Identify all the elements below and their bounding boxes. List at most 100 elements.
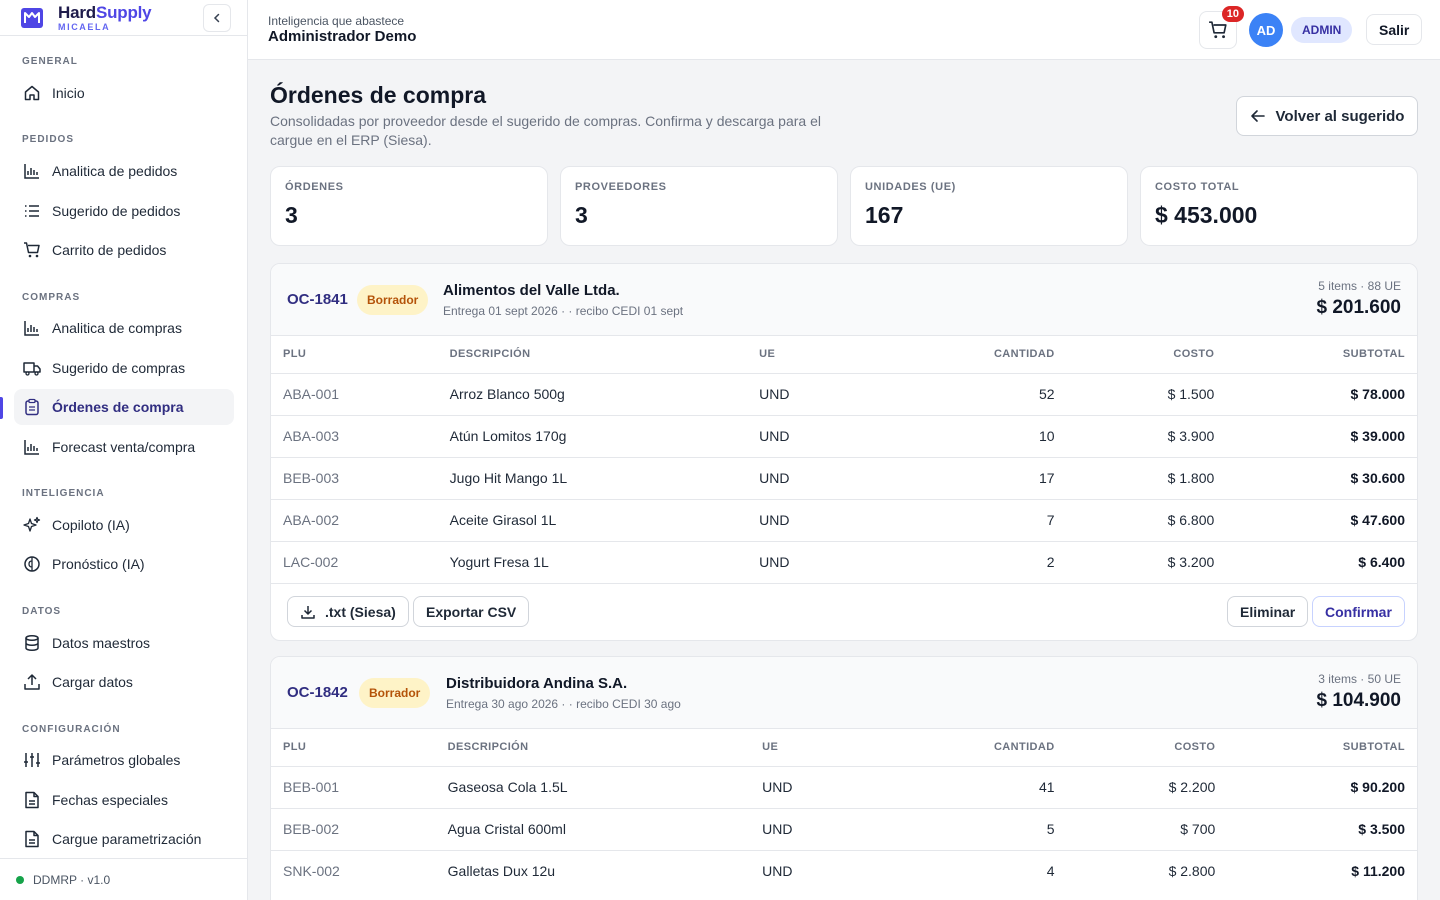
hardsupply-logo-icon bbox=[21, 8, 43, 28]
sidebar-item-cargue-parametrizacion[interactable]: Cargue parametrización bbox=[14, 821, 234, 857]
cell-cost: $ 2.800 bbox=[1168, 863, 1216, 880]
sidebar-item-label: Copiloto (IA) bbox=[52, 517, 130, 533]
column-header[interactable]: COSTO bbox=[1054, 729, 1216, 767]
order-summary: 5 items · 88 UE bbox=[1318, 279, 1401, 293]
truck-icon bbox=[22, 358, 42, 378]
cell-unit: UND bbox=[759, 415, 869, 458]
sidebar-item-fechas-especiales[interactable]: Fechas especiales bbox=[14, 782, 234, 818]
download-txt-button[interactable]: .txt (Siesa) bbox=[287, 596, 409, 627]
order-id[interactable]: OC-1841 bbox=[287, 291, 348, 308]
sidebar-item-cargar-datos[interactable]: Cargar datos bbox=[14, 664, 234, 700]
order-total: $ 104.900 bbox=[1316, 690, 1401, 711]
sidebar-item-pronostico[interactable]: Pronóstico (IA) bbox=[14, 546, 234, 582]
order-summary: 3 items · 50 UE bbox=[1318, 672, 1401, 686]
column-header[interactable]: CANTIDAD bbox=[871, 729, 1055, 767]
sidebar-item-inicio[interactable]: Inicio bbox=[14, 75, 234, 111]
sidebar-item-sugerido-pedidos[interactable]: Sugerido de pedidos bbox=[14, 193, 234, 229]
table-row: ABA-001 Arroz Blanco 500g UND 52 $ 1.500… bbox=[271, 373, 1417, 416]
table-header-row: PLU DESCRIPCIÓN UE CANTIDAD COSTO SUBTOT… bbox=[271, 336, 1417, 374]
sidebar-item-label: Cargue parametrización bbox=[52, 831, 202, 847]
brand-name: HardSupply bbox=[58, 3, 152, 22]
tagline: Inteligencia que abastece bbox=[268, 14, 405, 28]
sidebar-item-datos-maestros[interactable]: Datos maestros bbox=[14, 625, 234, 661]
cell-plu: BEB-001 bbox=[271, 766, 448, 809]
cell-cost: $ 3.200 bbox=[1167, 554, 1215, 571]
cell-description: Galletas Dux 12u bbox=[447, 863, 556, 880]
cell-quantity: 17 bbox=[868, 457, 1055, 500]
delivery-info: Entrega 01 sept 2026 · · recibo CEDI 01 … bbox=[443, 304, 684, 318]
column-header[interactable]: UE bbox=[762, 729, 872, 767]
top-header: Inteligencia que abastece Administrador … bbox=[248, 0, 1440, 60]
sidebar-item-label: Analitica de pedidos bbox=[52, 163, 178, 179]
sidebar-item-forecast[interactable]: Forecast venta/compra bbox=[14, 429, 234, 465]
stat-card-proveedores: PROVEEDORES 3 bbox=[560, 166, 838, 246]
stat-value: $ 453.000 bbox=[1155, 202, 1258, 228]
sidebar-item-label: Datos maestros bbox=[52, 635, 151, 651]
order-actions: .txt (Siesa) Exportar CSV Eliminar Confi… bbox=[271, 583, 1417, 640]
logout-button[interactable]: Salir bbox=[1366, 14, 1423, 45]
supplier-name: Alimentos del Valle Ltda. bbox=[443, 282, 620, 299]
avatar[interactable]: AD bbox=[1249, 13, 1283, 47]
sidebar-footer: DDMRP · v1.0 bbox=[0, 858, 248, 900]
cell-quantity: 5 bbox=[871, 808, 1055, 851]
column-header[interactable]: PLU bbox=[271, 729, 448, 767]
download-txt-label: .txt (Siesa) bbox=[325, 603, 396, 620]
stat-card-ordenes: ÓRDENES 3 bbox=[270, 166, 548, 246]
column-header[interactable]: UE bbox=[759, 336, 869, 374]
cell-cost: $ 1.800 bbox=[1054, 457, 1215, 500]
status-badge: Borrador bbox=[359, 678, 431, 708]
export-csv-button[interactable]: Exportar CSV bbox=[413, 596, 530, 627]
cart-button[interactable]: 10 bbox=[1199, 6, 1244, 49]
section-title-compras: COMPRAS bbox=[22, 292, 81, 303]
status-dot bbox=[16, 875, 24, 884]
column-header[interactable]: DESCRIPCIÓN bbox=[449, 336, 760, 374]
sidebar-item-label: Carrito de pedidos bbox=[52, 242, 167, 258]
cart-count-badge: 10 bbox=[1221, 6, 1244, 22]
user-title: Administrador Demo bbox=[268, 28, 417, 45]
sidebar-item-carrito-pedidos[interactable]: Carrito de pedidos bbox=[14, 232, 234, 268]
cell-plu: ABA-001 bbox=[271, 373, 450, 416]
sidebar-item-copiloto[interactable]: Copiloto (IA) bbox=[14, 507, 234, 543]
database-icon bbox=[22, 633, 42, 653]
cell-quantity: 4 bbox=[1046, 863, 1055, 880]
table-row: LAC-002 Yogurt Fresa 1L UND 2 $ 3.200 $ … bbox=[271, 541, 1417, 583]
table-row: ABA-003 Atún Lomitos 170g UND 10 $ 3.900… bbox=[271, 415, 1417, 458]
column-header[interactable]: CANTIDAD bbox=[868, 336, 1055, 374]
back-to-suggested-button[interactable]: Volver al sugerido bbox=[1236, 96, 1418, 136]
section-title-inteligencia: INTELIGENCIA bbox=[22, 488, 105, 499]
sidebar-item-label: Pronóstico (IA) bbox=[52, 556, 145, 572]
back-label: Volver al sugerido bbox=[1275, 107, 1405, 125]
order-id[interactable]: OC-1842 bbox=[287, 684, 348, 701]
stat-value: 167 bbox=[865, 202, 904, 228]
cell-quantity: 7 bbox=[868, 499, 1055, 542]
cell-subtotal: $ 11.200 bbox=[1351, 863, 1405, 880]
table-row: BEB-001 Gaseosa Cola 1.5L UND 41 $ 2.200… bbox=[271, 766, 1417, 809]
column-header[interactable]: PLU bbox=[271, 336, 450, 374]
column-header[interactable]: DESCRIPCIÓN bbox=[447, 729, 763, 767]
column-header[interactable]: COSTO bbox=[1054, 336, 1215, 374]
cell-quantity: 2 bbox=[1046, 554, 1055, 571]
delete-button[interactable]: Eliminar bbox=[1227, 596, 1309, 627]
bar-chart-icon bbox=[22, 437, 42, 457]
sidebar-item-analitica-pedidos[interactable]: Analitica de pedidos bbox=[14, 153, 234, 189]
cell-subtotal: $ 6.400 bbox=[1358, 554, 1405, 571]
column-header[interactable]: SUBTOTAL bbox=[1214, 336, 1417, 374]
status-badge: Borrador bbox=[357, 285, 429, 315]
cart-icon bbox=[1209, 21, 1227, 39]
column-header[interactable]: SUBTOTAL bbox=[1215, 729, 1417, 767]
section-title-configuracion: CONFIGURACIÓN bbox=[22, 724, 121, 735]
brain-icon bbox=[22, 554, 42, 574]
sidebar-item-label: Analitica de compras bbox=[52, 320, 182, 336]
sidebar-item-ordenes-compra[interactable]: Órdenes de compra bbox=[14, 389, 234, 425]
cell-plu: ABA-002 bbox=[271, 499, 450, 542]
order-header: OC-1842 Borrador Distribuidora Andina S.… bbox=[271, 657, 1417, 729]
confirm-button[interactable]: Confirmar bbox=[1312, 596, 1405, 627]
page-description: Consolidadas por proveedor desde el suge… bbox=[270, 113, 821, 148]
cell-unit: UND bbox=[759, 554, 790, 571]
collapse-sidebar-button[interactable] bbox=[203, 4, 231, 32]
cell-subtotal: $ 30.600 bbox=[1214, 457, 1417, 500]
sidebar-item-analitica-compras[interactable]: Analitica de compras bbox=[14, 310, 234, 346]
sidebar-item-parametros[interactable]: Parámetros globales bbox=[14, 742, 234, 778]
sidebar-item-sugerido-compras[interactable]: Sugerido de compras bbox=[14, 350, 234, 386]
download-icon bbox=[300, 604, 316, 620]
